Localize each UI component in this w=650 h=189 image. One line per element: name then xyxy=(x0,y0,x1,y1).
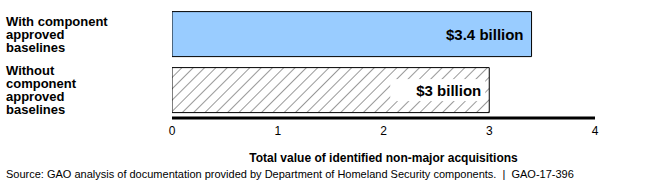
svg-text:3: 3 xyxy=(486,124,493,138)
svg-text:With componentapprovedbaseline: With componentapprovedbaselines xyxy=(8,14,108,55)
svg-text:Total value of identified non-: Total value of identified non-major acqu… xyxy=(249,151,518,165)
svg-text:0: 0 xyxy=(169,124,176,138)
svg-text:Withoutcomponentapprovedbaseli: Withoutcomponentapprovedbaselines xyxy=(8,63,77,117)
html-text:Source: GAO analysis of docume: Source: GAO analysis of documentation pr… xyxy=(6,168,574,180)
svg-text:$3 billion: $3 billion xyxy=(416,82,481,99)
svg-text:2: 2 xyxy=(380,124,387,138)
svg-text:$3.4 billion: $3.4 billion xyxy=(446,26,524,43)
svg-text:4: 4 xyxy=(592,124,599,138)
svg-text:1: 1 xyxy=(274,124,281,138)
